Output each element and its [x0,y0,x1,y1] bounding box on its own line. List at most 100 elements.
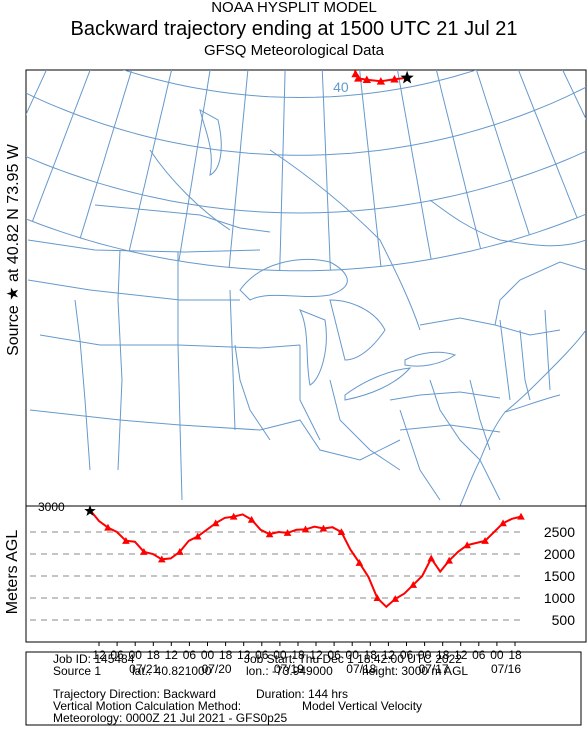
height-series [89,509,525,609]
latitude-label: 40 [333,79,349,95]
longitude-label: -85 [310,8,330,24]
meridian-line [475,70,530,235]
height-marker [499,519,507,527]
height-marker [517,512,525,520]
height-marker [158,555,166,563]
job-start: Job Start: Thu Dec 1 18:42:00 UTC 2022 [244,652,462,666]
height-marker [229,512,238,520]
height-marker [391,595,400,602]
source-number: Source 1 [53,664,102,678]
height-tick-label: 1000 [544,590,575,606]
parallel-line [26,213,586,272]
trajectory-marker [351,70,360,78]
meridian-line [128,70,173,252]
trajectory-direction: Trajectory Direction: Backward [53,687,216,701]
date-labels: 07/21 07/20 07/19 07/18 07/17 07/16 [129,662,521,676]
height-marker [409,581,418,588]
height-marker [247,515,256,523]
meridian-line [178,70,211,261]
job-id: Job ID: 145484 [53,652,135,666]
height-marker [427,554,436,562]
graticule [0,0,586,272]
longitude-label: -70 [410,0,430,10]
height-marker [140,548,148,555]
meridian-line [517,70,578,218]
trajectory-marker [390,74,399,83]
height-marker [211,519,220,527]
trajectory-marker [346,41,354,49]
source-star-icon [400,70,414,84]
trajectory-duration: Duration: 144 hrs [256,687,349,701]
start-star [84,505,96,516]
height-marker [175,548,184,555]
height-marker [373,594,382,602]
height-panel: 2500 2000 1500 1000 500 3000 [25,500,587,643]
meridian-line [31,70,91,222]
trajectory-marker [347,18,355,26]
vertical-method-value: Model Vertical Velocity [302,699,423,713]
height-tick-label: 500 [552,612,576,628]
longitude-label: -75 [377,1,397,17]
source-lat: lat.: 40.821000 [132,664,212,678]
vertical-method: Vertical Motion Calculation Method: [53,699,242,713]
meridian-line [79,70,133,239]
meridian-line [435,70,482,249]
start-height-label: 3000 [38,500,65,514]
info-box-border [25,651,582,726]
trajectory-marker [348,51,356,59]
height-marker [104,523,112,531]
coastline [459,329,586,506]
date-label: 07/17 [419,662,449,676]
date-label: 07/18 [346,662,376,676]
trajectory-line [354,70,408,83]
height-marker [122,537,130,544]
meridian-line [321,70,331,271]
date-label: 07/21 [129,662,159,676]
meridian-line [397,70,432,260]
meteorology-info: Meteorology: 0000Z 21 Jul 2021 - GFS0p25 [53,711,288,725]
height-marker [193,532,202,540]
trajectory-marker [362,75,372,84]
height-tick-labels: 2500 2000 1500 1000 500 [544,524,575,628]
map-panel: -105-100-95-90-85-80-75-7055504540 [0,0,587,507]
height-marker [337,528,346,536]
height-marker [445,556,453,564]
latitude-label: 45 [330,21,346,37]
trajectory-marker [354,74,363,82]
date-label: 07/16 [491,662,521,676]
height-marker [463,541,471,549]
longitude-label: -90 [276,6,296,22]
height-tick-label: 2000 [544,546,575,562]
height-marker [265,530,274,538]
height-marker [283,529,292,536]
parallel-line [26,150,586,214]
source-lon: lon.: -73.949000 [246,664,333,678]
graticule-labels: -105-100-95-90-85-80-75-7055504540 [244,0,430,95]
parallel-line [122,70,478,99]
source-star [400,70,414,84]
chart-title: Backward trajectory ending at 1500 UTC 2… [70,18,518,40]
trajectory-marker [376,77,386,85]
title-line1: NOAA HYSPLIT MODEL [211,0,377,16]
height-marker [319,524,328,532]
start-star-icon [84,505,96,516]
height-tick-label: 2500 [544,524,575,540]
height-marker [301,525,310,533]
meridian-line [228,70,249,268]
longitude-label: -80 [344,5,364,21]
date-label: 07/19 [274,662,304,676]
state-borders [27,204,586,501]
trajectory-marker [345,32,353,40]
trajectory-marker [343,3,351,11]
height-tick-label: 1500 [544,568,575,584]
parallel-line [0,0,585,40]
meridian-line [359,70,382,267]
parallel-line [26,86,586,156]
meridian-line [279,70,286,271]
height-marker [481,537,489,544]
job-info-box: Job ID: 145484 Job Start: Thu Dec 1 18:4… [26,652,581,725]
longitude-label: -95 [244,0,264,6]
source-height: height: 3000 m AGL [362,664,469,678]
height-marker [355,559,364,566]
